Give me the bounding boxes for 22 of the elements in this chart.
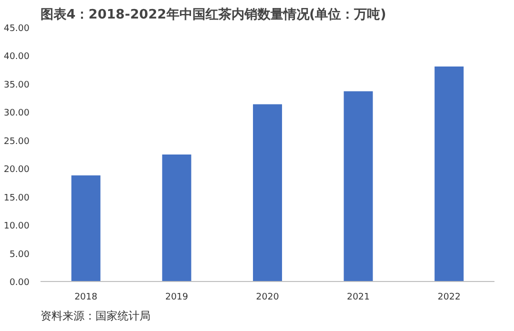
y-tick-label: 25.00 [4, 136, 30, 147]
y-tick-label: 35.00 [4, 80, 30, 90]
bar [252, 104, 282, 282]
bar [71, 175, 100, 282]
y-tick-label: 40.00 [4, 52, 30, 62]
text: 资料来源：国家统计局 [40, 310, 150, 322]
bar [344, 91, 373, 282]
y-tick-label: 30.00 [4, 108, 30, 119]
x-tick-label: 2020 [256, 292, 280, 302]
y-tick-label: 10.00 [4, 222, 30, 232]
x-tick-label: 2021 [346, 292, 370, 302]
y-tick-label: 5.00 [9, 250, 30, 260]
bar [162, 154, 192, 282]
x-tick-label: 2018 [74, 292, 98, 302]
y-tick-label: 0.00 [9, 278, 30, 288]
bar [434, 66, 464, 282]
y-tick-label: 15.00 [4, 193, 30, 204]
chart-title: 图表4：2018-2022年中国红茶内销数量情况(单位：万吨) [40, 6, 386, 22]
x-tick-label: 2022 [438, 292, 461, 302]
y-tick-label: 20.00 [4, 165, 30, 176]
x-tick-label: 2019 [165, 292, 188, 302]
y-tick-label: 45.00 [4, 24, 30, 34]
